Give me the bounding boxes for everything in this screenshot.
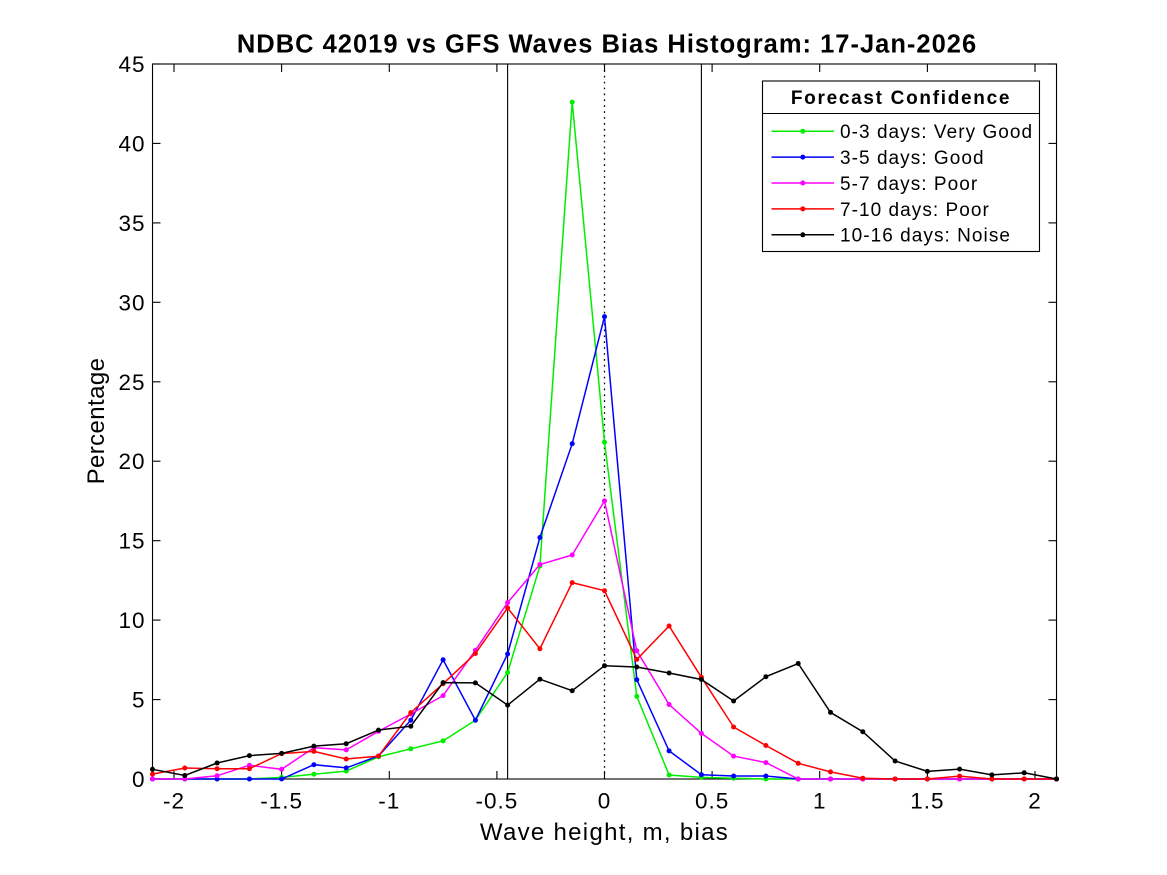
svg-text:7-10 days: Poor: 7-10 days: Poor — [840, 200, 990, 221]
svg-text:3-5 days: Good: 3-5 days: Good — [840, 148, 985, 169]
svg-text:0: 0 — [132, 767, 146, 792]
svg-text:35: 35 — [118, 211, 145, 236]
svg-text:-2: -2 — [163, 789, 185, 814]
svg-text:40: 40 — [118, 131, 145, 156]
svg-text:20: 20 — [118, 449, 145, 474]
svg-text:1.5: 1.5 — [910, 789, 944, 814]
svg-text:-1.5: -1.5 — [260, 789, 303, 814]
svg-text:30: 30 — [118, 290, 145, 315]
svg-text:-1: -1 — [378, 789, 400, 814]
svg-text:5: 5 — [132, 688, 146, 713]
svg-text:Percentage: Percentage — [83, 358, 110, 485]
svg-text:0.5: 0.5 — [695, 789, 729, 814]
svg-text:25: 25 — [118, 370, 145, 395]
svg-text:45: 45 — [118, 52, 145, 77]
svg-text:Wave height, m, bias: Wave height, m, bias — [480, 819, 729, 846]
svg-text:0: 0 — [598, 789, 612, 814]
svg-text:5-7 days: Poor: 5-7 days: Poor — [840, 174, 978, 195]
svg-text:2: 2 — [1028, 789, 1042, 814]
svg-text:Forecast Confidence: Forecast Confidence — [791, 88, 1011, 109]
svg-text:-0.5: -0.5 — [476, 789, 519, 814]
svg-text:10-16 days: Noise: 10-16 days: Noise — [840, 226, 1011, 247]
svg-text:0-3 days: Very Good: 0-3 days: Very Good — [840, 122, 1033, 143]
svg-text:10: 10 — [118, 608, 145, 633]
svg-text:NDBC 42019 vs GFS Waves Bias H: NDBC 42019 vs GFS Waves Bias Histogram: … — [237, 31, 977, 59]
svg-text:15: 15 — [118, 529, 145, 554]
svg-text:1: 1 — [813, 789, 827, 814]
